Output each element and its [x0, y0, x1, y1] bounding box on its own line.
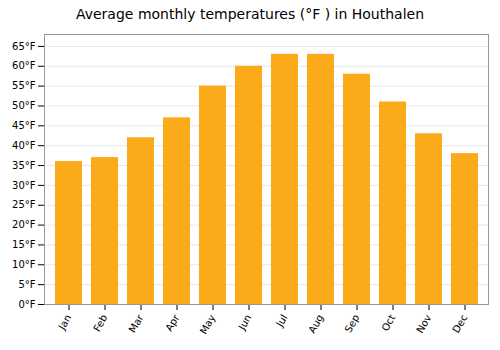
svg-text:5°F: 5°F	[18, 279, 35, 290]
svg-text:15°F: 15°F	[12, 239, 36, 250]
svg-text:60°F: 60°F	[12, 60, 36, 71]
svg-text:50°F: 50°F	[12, 100, 36, 111]
svg-text:35°F: 35°F	[12, 160, 36, 171]
svg-text:Dec: Dec	[450, 313, 469, 335]
svg-text:40°F: 40°F	[12, 140, 36, 151]
svg-text:Apr: Apr	[163, 312, 182, 333]
svg-text:65°F: 65°F	[12, 41, 36, 52]
svg-text:Jan: Jan	[56, 313, 74, 333]
svg-text:20°F: 20°F	[12, 219, 36, 230]
svg-text:Jul: Jul	[273, 313, 289, 330]
svg-text:45°F: 45°F	[12, 120, 36, 131]
svg-text:Aug: Aug	[306, 313, 325, 335]
svg-text:Mar: Mar	[127, 312, 146, 335]
svg-text:Oct: Oct	[379, 313, 397, 334]
svg-text:25°F: 25°F	[12, 199, 36, 210]
html-text:Average monthly temperatures (: Average monthly temperatures (°F ) in Ho…	[75, 6, 425, 22]
svg-text:30°F: 30°F	[12, 180, 36, 191]
svg-text:10°F: 10°F	[12, 259, 36, 270]
svg-text:55°F: 55°F	[12, 80, 36, 91]
svg-text:Sep: Sep	[343, 313, 362, 335]
svg-text:Jun: Jun	[236, 313, 254, 333]
svg-text:Nov: Nov	[414, 313, 433, 335]
svg-text:Feb: Feb	[91, 313, 109, 334]
svg-text:May: May	[198, 313, 218, 336]
svg-text:0°F: 0°F	[18, 299, 35, 310]
